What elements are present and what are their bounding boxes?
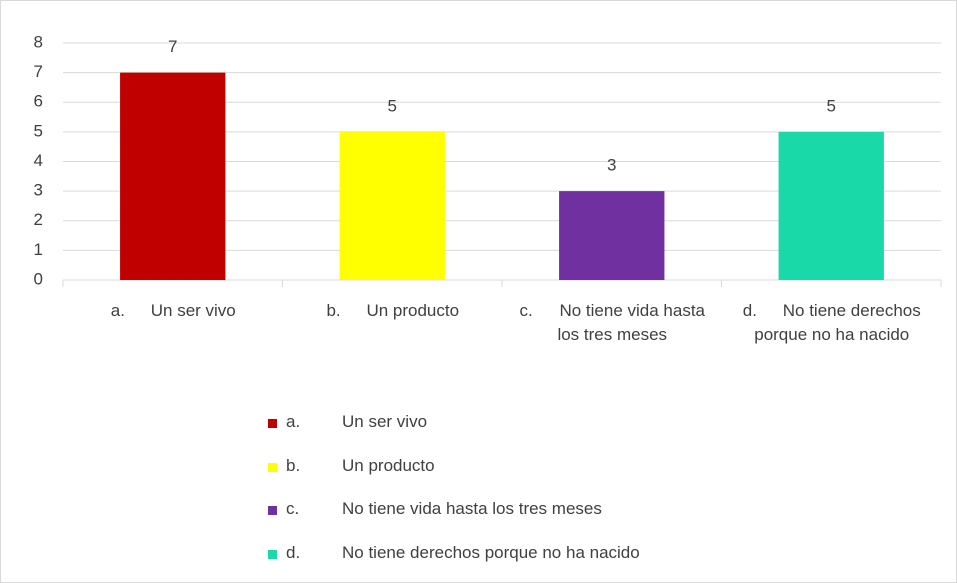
y-tick-label: 8 [34,32,43,51]
y-tick-label: 2 [34,210,43,229]
y-tick-label: 4 [34,151,43,170]
legend-label: b. Un producto [286,455,435,475]
legend-swatch [268,506,277,515]
legend-label: a. Un ser vivo [286,412,428,431]
bar [120,72,226,280]
bar [339,131,445,280]
x-tick-label: b. Un producto [326,301,460,320]
value-label: 5 [827,96,836,115]
y-tick-label: 3 [34,181,43,200]
y-tick-label: 6 [34,92,43,111]
legend-swatch [268,462,277,472]
x-tick-label: d. No tiene derechos porque no ha nacido [742,301,926,344]
bar [559,191,665,280]
legend-swatch [268,419,277,428]
legend-label: c. No tiene vida hasta los tres meses [286,499,602,518]
y-tick-label: 5 [34,121,43,140]
legend-swatch [268,549,277,559]
x-tick-label: c. No tiene vida hasta los tres meses [519,301,710,344]
value-label: 7 [168,37,177,56]
x-tick-label: a. Un ser vivo [110,301,236,320]
y-tick-label: 7 [34,62,43,81]
bar [778,131,884,280]
y-tick-label: 0 [34,269,43,288]
value-label: 3 [607,156,616,175]
value-label: 5 [388,96,397,115]
legend-label: d. No tiene derechos porque no ha nacido [286,542,640,562]
y-tick-label: 1 [34,240,43,259]
